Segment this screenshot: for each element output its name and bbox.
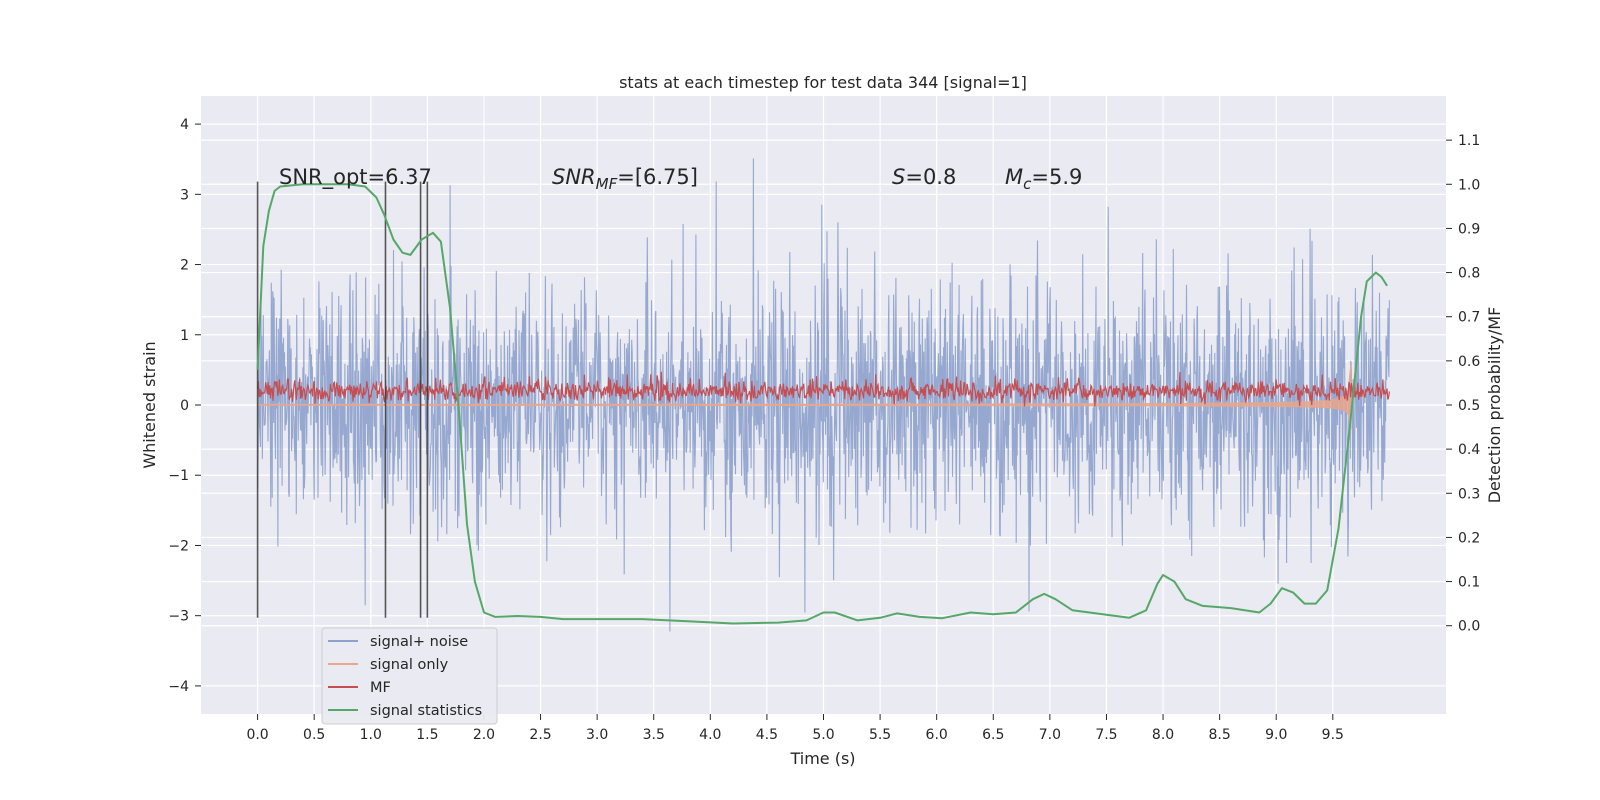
x-tick-label: 7.5 [1095,727,1117,743]
series-signal-noise [257,158,1390,632]
legend-label-signal-statistics: signal statistics [370,703,482,719]
x-tick-label: 1.5 [416,727,438,743]
x-tick-label: 8.0 [1152,727,1174,743]
x-tick-label: 7.0 [1039,727,1061,743]
annotation-mc-subscript: c [1023,175,1032,193]
x-tick-label: 2.0 [473,727,495,743]
ticks: 0.0 0.5 1.0 1.5 2.0 2.5 3.0 3.5 4.0 4.5 5.0 5.5 6.0 6… [168,117,1480,743]
x-tick-label: 2.5 [529,727,551,743]
annotation-mc-value: =5.9 [1031,165,1082,189]
y-tick-label-left: −1 [168,468,189,484]
annotation-s: S=0.8 [892,165,956,189]
x-tick-label: 6.0 [926,727,948,743]
x-tick-label: 3.5 [643,727,665,743]
y-tick-label-right: 0.7 [1458,310,1480,326]
y-tick-label-left: −2 [168,538,189,554]
x-tick-label: 1.0 [360,727,382,743]
y-tick-label-right: 0.1 [1458,575,1480,591]
series-signal-statistics [256,183,1388,625]
x-axis-label: Time (s) [789,749,855,768]
x-tick-label: 4.5 [756,727,778,743]
y-axis-label-right: Detection probability/MF [1485,307,1504,504]
y-axis-label-left: Whitened strain [140,341,159,468]
x-tick-label: 5.0 [812,727,834,743]
series-signal-only [257,363,1352,430]
y-tick-label-right: 0.2 [1458,530,1480,546]
y-tick-label-left: 1 [180,328,189,344]
annotation-snr-mf-subscript: MF [596,175,618,193]
legend-box [321,627,498,725]
y-tick-label-right: 0.0 [1458,619,1480,635]
y-tick-label-right: 0.4 [1458,442,1480,458]
y-tick-label-right: 0.3 [1458,486,1480,502]
x-tick-label: 0.0 [246,727,268,743]
annotation-s-value: =0.8 [905,165,956,189]
y-tick-label-left: 0 [180,398,189,414]
y-tick-label-left: −4 [168,679,189,695]
y-tick-label-left: 2 [180,258,189,274]
x-tick-label: 3.0 [586,727,608,743]
x-tick-label: 9.0 [1265,727,1287,743]
legend-label-signal-only: signal only [370,657,449,673]
series-mf [257,371,1390,407]
annotation-snr-opt: SNR_opt=6.37 [279,165,432,190]
x-tick-label: 4.0 [699,727,721,743]
legend-label-signal-noise: signal+ noise [370,634,468,650]
y-tick-label-right: 0.6 [1458,354,1480,370]
legend: signal+ noise signal only MF signal stat… [321,627,498,725]
x-tick-label: 6.5 [982,727,1004,743]
legend-label-mf: MF [370,680,391,696]
y-tick-label-right: 0.8 [1458,266,1480,282]
x-tick-label: 0.5 [303,727,325,743]
y-tick-label-left: −3 [168,609,189,625]
annotation-mc-symbol: M [1005,165,1023,189]
x-tick-label: 9.5 [1322,727,1344,743]
y-tick-label-right: 1.0 [1458,177,1480,193]
x-tick-label: 5.5 [869,727,891,743]
y-tick-label-right: 0.5 [1458,398,1480,414]
y-tick-label-left: 4 [180,117,189,133]
annotation-s-symbol: S [892,165,905,189]
chart-title: stats at each timestep for test data 344… [619,73,1027,92]
y-tick-label-right: 0.9 [1458,221,1480,237]
annotation-snr-mf-value: =[6.75] [617,165,698,189]
y-tick-label-left: 3 [180,187,189,203]
annotation-snr-mf: SNRMF=[6.75] [552,165,698,193]
x-tick-label: 8.5 [1209,727,1231,743]
series-layer [256,158,1390,632]
y-tick-label-right: 1.1 [1458,133,1480,149]
annotation-snr-mf-symbol: SNR [552,165,596,189]
annotation-mc: Mc=5.9 [1005,165,1082,193]
